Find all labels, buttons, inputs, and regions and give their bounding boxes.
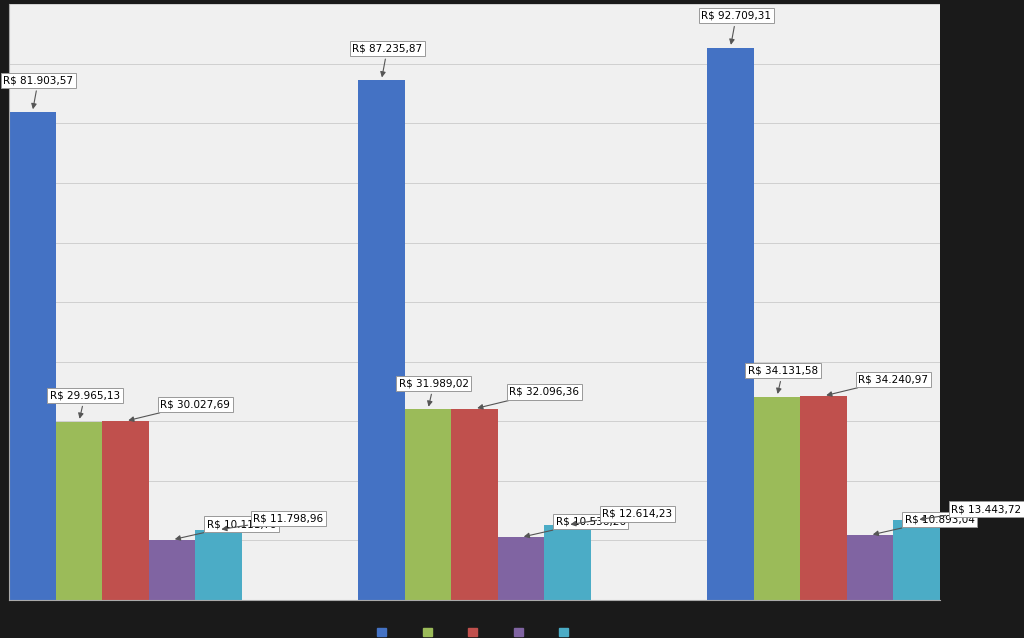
Text: R$ 87.235,87: R$ 87.235,87 xyxy=(352,43,423,77)
Bar xyxy=(55,422,102,600)
Text: R$ 13.443,72: R$ 13.443,72 xyxy=(921,504,1022,521)
Bar xyxy=(545,525,591,600)
Text: R$ 10.111,79: R$ 10.111,79 xyxy=(176,519,276,540)
Bar xyxy=(358,80,404,600)
Bar xyxy=(708,48,754,600)
Text: R$ 11.798,96: R$ 11.798,96 xyxy=(222,514,324,531)
Bar xyxy=(102,421,148,600)
Bar xyxy=(754,397,800,600)
Bar xyxy=(148,540,196,600)
Legend: , , , , : , , , , xyxy=(373,623,577,638)
Text: R$ 29.965,13: R$ 29.965,13 xyxy=(50,390,120,418)
Bar xyxy=(847,535,893,600)
Text: R$ 92.709,31: R$ 92.709,31 xyxy=(701,11,771,43)
Bar xyxy=(498,537,545,600)
Text: R$ 30.027,69: R$ 30.027,69 xyxy=(129,399,230,421)
Text: R$ 32.096,36: R$ 32.096,36 xyxy=(478,387,580,409)
Text: R$ 31.989,02: R$ 31.989,02 xyxy=(398,378,469,406)
Bar xyxy=(196,530,242,600)
Text: R$ 81.903,57: R$ 81.903,57 xyxy=(3,75,74,108)
Bar xyxy=(800,396,847,600)
Text: R$ 34.240,97: R$ 34.240,97 xyxy=(827,374,929,396)
Text: R$ 34.131,58: R$ 34.131,58 xyxy=(748,366,818,393)
Bar xyxy=(404,410,452,600)
Bar xyxy=(452,409,498,600)
Text: R$ 10.893,04: R$ 10.893,04 xyxy=(873,514,975,535)
Bar xyxy=(893,520,940,600)
Bar xyxy=(9,112,55,600)
Text: R$ 10.536,26: R$ 10.536,26 xyxy=(525,517,626,538)
Text: R$ 12.614,23: R$ 12.614,23 xyxy=(571,509,673,526)
